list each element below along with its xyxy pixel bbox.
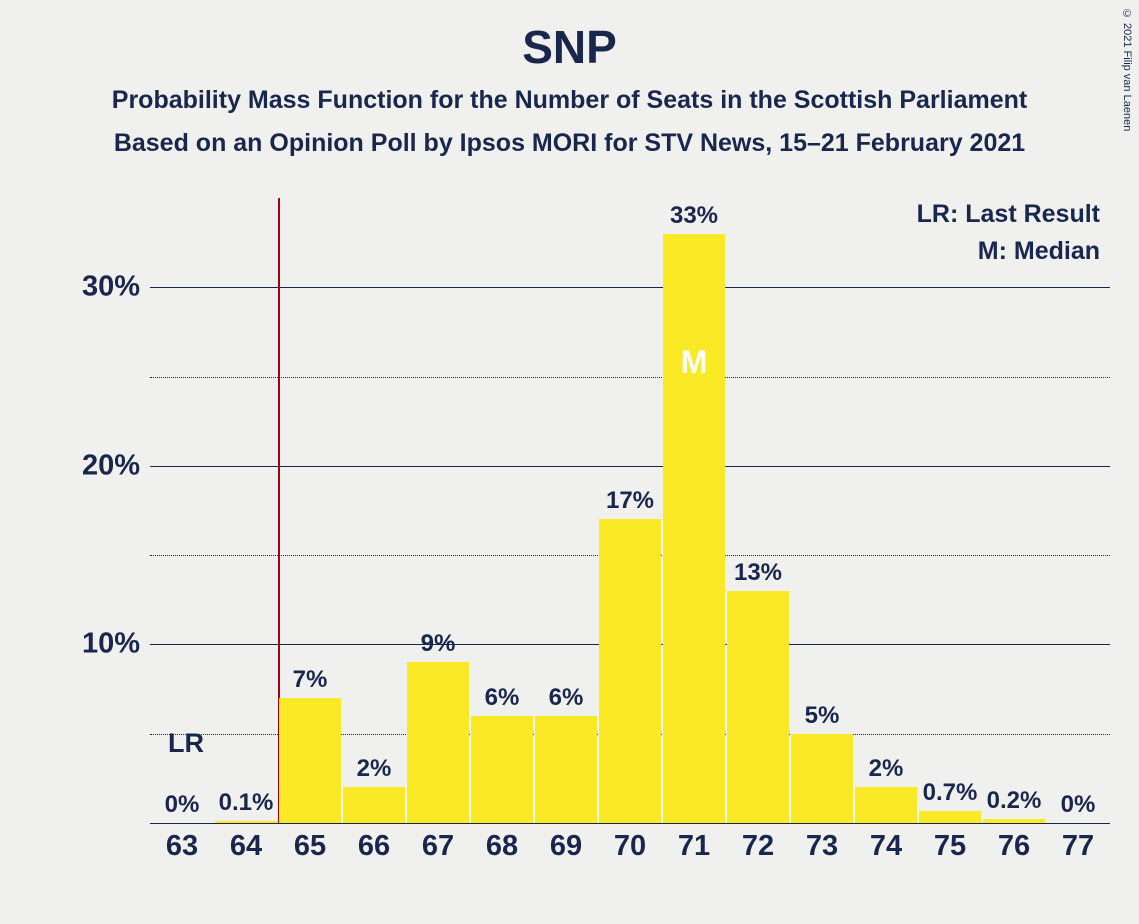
bar-value-label: 6% [549, 684, 584, 712]
x-tick-label: 71 [662, 830, 726, 863]
x-tick-label: 73 [790, 830, 854, 863]
bar-value-label: 17% [606, 487, 654, 515]
x-tick-label: 66 [342, 830, 406, 863]
bar-value-label: 33% [670, 202, 718, 230]
bar-value-label: 0.7% [923, 779, 978, 807]
bar-value-label: 2% [357, 755, 392, 783]
bar-value-label: 0% [165, 791, 200, 819]
bar-value-label: 13% [734, 559, 782, 587]
bar-value-label: 9% [421, 630, 456, 658]
y-tick-label: 10% [70, 628, 140, 661]
baseline [150, 823, 1110, 824]
bar-slot: 17% [598, 198, 662, 823]
bar-value-label: 0.1% [219, 789, 274, 817]
x-tick-label: 72 [726, 830, 790, 863]
bar-slot: 0.7% [918, 198, 982, 823]
bar-slot: 5% [790, 198, 854, 823]
bars-group: 0%0.1%7%2%9%6%6%17%33%M13%5%2%0.7%0.2%0% [150, 198, 1110, 823]
y-tick-label: 30% [70, 271, 140, 304]
bar: 0.7% [919, 811, 982, 824]
bar-value-label: 0% [1061, 791, 1096, 819]
chart-title: SNP [0, 0, 1139, 74]
bar-slot: 0% [150, 198, 214, 823]
bar-slot: 9% [406, 198, 470, 823]
median-marker: M [681, 344, 708, 381]
chart-container: LR: Last Result M: Median 10%20%30% LR 0… [70, 198, 1120, 898]
bar-slot: 13% [726, 198, 790, 823]
bar: 9% [407, 662, 470, 823]
bar: 0.2% [983, 819, 1046, 823]
bar-slot: 0% [1046, 198, 1110, 823]
bar-value-label: 6% [485, 684, 520, 712]
x-tick-label: 64 [214, 830, 278, 863]
x-tick-label: 70 [598, 830, 662, 863]
bar-value-label: 2% [869, 755, 904, 783]
bar-slot: 6% [534, 198, 598, 823]
x-tick-label: 67 [406, 830, 470, 863]
x-tick-label: 77 [1046, 830, 1110, 863]
x-tick-label: 76 [982, 830, 1046, 863]
x-tick-label: 69 [534, 830, 598, 863]
bar-slot: 6% [470, 198, 534, 823]
bar-slot: 7% [278, 198, 342, 823]
x-tick-label: 65 [278, 830, 342, 863]
bar: 13% [727, 591, 790, 823]
bar: 6% [471, 716, 534, 823]
chart-subtitle-2: Based on an Opinion Poll by Ipsos MORI f… [0, 129, 1139, 158]
x-tick-label: 74 [854, 830, 918, 863]
bar: 0.1% [215, 821, 278, 823]
bar: 33%M [663, 234, 726, 823]
bar: 6% [535, 716, 598, 823]
bar: 2% [855, 787, 918, 823]
chart-subtitle-1: Probability Mass Function for the Number… [0, 86, 1139, 115]
copyright-text: © 2021 Filip van Laenen [1121, 8, 1133, 131]
x-axis-labels: 636465666768697071727374757677 [150, 830, 1110, 863]
bar-value-label: 7% [293, 666, 328, 694]
bar-slot: 2% [854, 198, 918, 823]
bar-slot: 0.1% [214, 198, 278, 823]
plot-area: LR: Last Result M: Median 10%20%30% LR 0… [150, 198, 1110, 823]
y-tick-label: 20% [70, 449, 140, 482]
bar: 17% [599, 519, 662, 823]
bar-slot: 33% M [662, 198, 726, 823]
bar: 5% [791, 734, 854, 823]
bar: 2% [343, 787, 406, 823]
bar-slot: 0.2% [982, 198, 1046, 823]
bar-slot: 2% [342, 198, 406, 823]
bar: 7% [279, 698, 342, 823]
bar-value-label: 0.2% [987, 787, 1042, 815]
bar-value-label: 5% [805, 702, 840, 730]
x-tick-label: 63 [150, 830, 214, 863]
x-tick-label: 75 [918, 830, 982, 863]
x-tick-label: 68 [470, 830, 534, 863]
